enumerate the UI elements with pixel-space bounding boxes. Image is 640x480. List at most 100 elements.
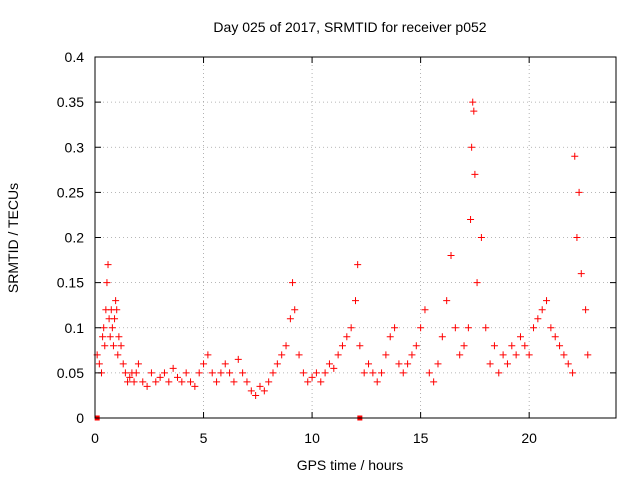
data-point xyxy=(534,315,542,323)
data-point xyxy=(467,215,475,223)
data-point xyxy=(352,297,359,305)
y-axis-label: SRMTID / TECUs xyxy=(5,183,21,293)
data-point xyxy=(543,297,551,305)
data-point xyxy=(538,306,546,314)
data-point xyxy=(124,378,132,386)
data-point xyxy=(291,306,299,314)
data-point xyxy=(354,261,362,269)
data-point xyxy=(584,351,592,359)
data-point xyxy=(191,382,199,390)
data-point xyxy=(139,378,147,386)
data-point xyxy=(239,369,247,377)
data-point xyxy=(308,373,316,381)
data-point xyxy=(106,333,114,341)
data-point xyxy=(469,98,477,106)
data-point xyxy=(230,378,238,386)
y-tick-label: 0.05 xyxy=(57,365,84,381)
data-point xyxy=(512,351,520,359)
data-point xyxy=(156,373,164,381)
data-point xyxy=(195,369,203,377)
data-point xyxy=(103,279,111,287)
data-point xyxy=(213,378,221,386)
data-point xyxy=(530,324,538,332)
data-point xyxy=(247,387,255,395)
data-point xyxy=(169,364,177,372)
data-point xyxy=(226,369,234,377)
data-point xyxy=(573,234,581,241)
data-point xyxy=(299,369,307,377)
grid-lines xyxy=(95,57,616,418)
data-point xyxy=(516,333,524,341)
data-point xyxy=(119,360,127,368)
data-point xyxy=(564,360,572,368)
data-point xyxy=(217,369,225,377)
data-point xyxy=(152,378,160,386)
data-point xyxy=(114,351,122,359)
data-point xyxy=(456,351,464,359)
data-point xyxy=(486,360,494,368)
data-point xyxy=(391,324,399,332)
data-point xyxy=(334,351,342,359)
data-point xyxy=(147,369,155,377)
data-point xyxy=(269,369,277,377)
data-point xyxy=(115,333,123,341)
data-point xyxy=(295,351,303,359)
data-point xyxy=(304,378,312,386)
data-point xyxy=(234,355,242,363)
data-point xyxy=(503,360,511,368)
data-point xyxy=(109,342,117,350)
data-point xyxy=(382,351,390,359)
data-point xyxy=(404,360,412,368)
data-point xyxy=(551,333,559,341)
data-point xyxy=(508,342,516,350)
data-point xyxy=(117,342,125,350)
data-point xyxy=(101,342,109,350)
data-point xyxy=(499,351,507,359)
data-point xyxy=(482,324,490,332)
data-point xyxy=(265,378,273,386)
data-point xyxy=(113,306,121,314)
data-point xyxy=(243,378,251,386)
data-point xyxy=(571,152,579,160)
data-point xyxy=(317,378,325,386)
data-point xyxy=(369,369,377,377)
data-point xyxy=(468,143,476,151)
x-axis-label: GPS time / hours xyxy=(297,457,404,473)
data-point xyxy=(525,351,533,359)
data-point xyxy=(386,333,394,341)
data-point xyxy=(490,342,498,350)
data-point xyxy=(256,382,264,390)
data-point xyxy=(143,382,151,390)
data-point xyxy=(208,369,216,377)
y-tick-label: 0.1 xyxy=(65,320,85,336)
data-point xyxy=(182,369,190,377)
data-point xyxy=(204,351,212,359)
data-point xyxy=(289,279,297,287)
data-point xyxy=(330,364,338,372)
data-point xyxy=(100,324,108,332)
data-point xyxy=(360,369,368,377)
x-tick-label: 20 xyxy=(521,430,537,446)
data-point xyxy=(412,342,420,350)
data-point xyxy=(312,369,320,377)
data-point xyxy=(547,324,555,332)
data-point xyxy=(130,378,138,386)
data-point xyxy=(447,252,455,260)
data-point xyxy=(134,360,142,368)
data-point xyxy=(365,360,373,368)
data-point xyxy=(178,378,186,386)
data-point xyxy=(278,351,286,359)
data-point xyxy=(104,261,112,269)
data-point xyxy=(160,369,168,377)
data-point xyxy=(521,342,529,350)
data-point xyxy=(443,297,451,305)
scatter-series xyxy=(93,98,592,421)
data-point xyxy=(111,315,119,323)
data-point xyxy=(121,369,129,377)
x-tick-label: 5 xyxy=(200,430,208,446)
data-point xyxy=(112,297,120,305)
data-point xyxy=(378,369,386,377)
y-tick-label: 0.35 xyxy=(57,94,84,110)
data-point xyxy=(399,369,407,377)
